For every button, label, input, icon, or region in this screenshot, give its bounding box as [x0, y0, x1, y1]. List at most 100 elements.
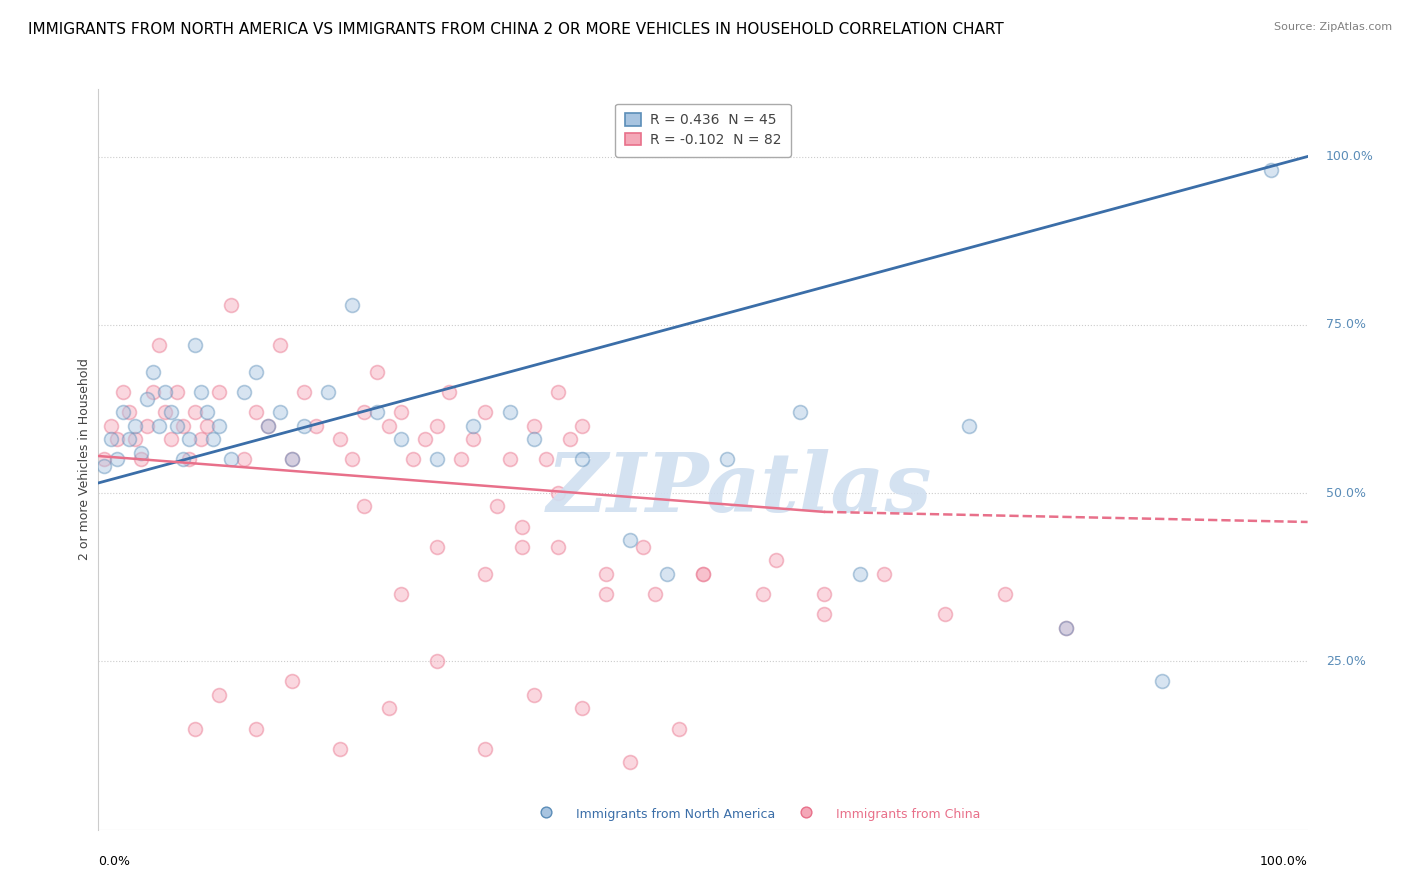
Immigrants from China — [256, 418, 278, 433]
Immigrants from China — [644, 587, 666, 601]
Immigrants from China — [342, 452, 364, 467]
Immigrants from North America — [232, 385, 254, 400]
Immigrants from North America — [292, 418, 315, 433]
Immigrants from China — [474, 566, 496, 581]
Immigrants from North America — [124, 418, 146, 433]
Text: Source: ZipAtlas.com: Source: ZipAtlas.com — [1274, 22, 1392, 32]
Immigrants from China — [510, 519, 533, 533]
Immigrants from China — [377, 418, 399, 433]
Immigrants from North America — [179, 432, 201, 446]
Immigrants from China — [179, 452, 201, 467]
Immigrants from China — [329, 741, 352, 756]
Immigrants from North America — [957, 418, 980, 433]
Immigrants from China — [166, 385, 188, 400]
Immigrants from China — [118, 405, 141, 419]
Immigrants from North America — [142, 365, 165, 379]
Immigrants from North America — [195, 405, 218, 419]
Immigrants from China — [153, 405, 176, 419]
Immigrants from China — [692, 566, 714, 581]
Immigrants from China — [389, 405, 412, 419]
Immigrants from China — [402, 452, 425, 467]
Immigrants from China — [172, 418, 194, 433]
Immigrants from China — [269, 338, 291, 352]
Immigrants from China — [366, 365, 388, 379]
Immigrants from North America — [498, 405, 520, 419]
Immigrants from China — [281, 452, 304, 467]
Immigrants from China — [510, 540, 533, 554]
Immigrants from China — [142, 385, 165, 400]
Immigrants from North America — [789, 405, 811, 419]
Point — [794, 806, 817, 821]
Y-axis label: 2 or more Vehicles in Household: 2 or more Vehicles in Household — [79, 359, 91, 560]
Immigrants from North America — [93, 459, 115, 474]
Immigrants from China — [111, 385, 134, 400]
Immigrants from North America — [100, 432, 122, 446]
Immigrants from North America — [129, 445, 152, 459]
Immigrants from North America — [716, 452, 738, 467]
Immigrants from China — [208, 385, 231, 400]
Immigrants from China — [135, 418, 157, 433]
Immigrants from China — [571, 418, 593, 433]
Legend: R = 0.436  N = 45, R = -0.102  N = 82: R = 0.436 N = 45, R = -0.102 N = 82 — [614, 103, 792, 157]
Immigrants from China — [619, 756, 641, 770]
Immigrants from China — [1054, 621, 1077, 635]
Immigrants from China — [124, 432, 146, 446]
Immigrants from North America — [1054, 621, 1077, 635]
Immigrants from China — [994, 587, 1017, 601]
Immigrants from China — [463, 432, 485, 446]
Immigrants from China — [353, 405, 375, 419]
Text: 25.0%: 25.0% — [1326, 655, 1365, 668]
Immigrants from North America — [208, 418, 231, 433]
Immigrants from China — [100, 418, 122, 433]
Immigrants from China — [353, 500, 375, 514]
Immigrants from China — [486, 500, 509, 514]
Text: 75.0%: 75.0% — [1326, 318, 1365, 331]
Immigrants from North America — [389, 432, 412, 446]
Immigrants from China — [105, 432, 128, 446]
Immigrants from China — [426, 654, 449, 668]
Text: 0.0%: 0.0% — [98, 855, 131, 869]
Immigrants from North America — [184, 338, 207, 352]
Immigrants from North America — [135, 392, 157, 406]
Immigrants from North America — [1152, 674, 1174, 689]
Text: ZIPatlas: ZIPatlas — [547, 449, 932, 529]
Immigrants from China — [389, 587, 412, 601]
Immigrants from North America — [571, 452, 593, 467]
Immigrants from China — [281, 674, 304, 689]
Immigrants from China — [329, 432, 352, 446]
Immigrants from China — [208, 688, 231, 702]
Immigrants from North America — [148, 418, 170, 433]
Immigrants from China — [631, 540, 654, 554]
Immigrants from China — [292, 385, 315, 400]
Immigrants from China — [813, 587, 835, 601]
Text: Immigrants from China: Immigrants from China — [837, 807, 980, 821]
Immigrants from China — [523, 688, 546, 702]
Immigrants from China — [571, 701, 593, 715]
Immigrants from China — [534, 452, 557, 467]
Immigrants from North America — [221, 452, 243, 467]
Immigrants from North America — [523, 432, 546, 446]
Text: IMMIGRANTS FROM NORTH AMERICA VS IMMIGRANTS FROM CHINA 2 OR MORE VEHICLES IN HOU: IMMIGRANTS FROM NORTH AMERICA VS IMMIGRA… — [28, 22, 1004, 37]
Immigrants from China — [692, 566, 714, 581]
Immigrants from North America — [366, 405, 388, 419]
Point — [534, 806, 557, 821]
Text: Immigrants from North America: Immigrants from North America — [576, 807, 775, 821]
Immigrants from North America — [118, 432, 141, 446]
Immigrants from North America — [426, 452, 449, 467]
Immigrants from China — [160, 432, 183, 446]
Immigrants from China — [190, 432, 212, 446]
Immigrants from China — [426, 540, 449, 554]
Immigrants from North America — [316, 385, 339, 400]
Immigrants from North America — [269, 405, 291, 419]
Immigrants from China — [184, 405, 207, 419]
Immigrants from China — [547, 385, 569, 400]
Immigrants from China — [595, 587, 617, 601]
Immigrants from China — [547, 486, 569, 500]
Immigrants from North America — [190, 385, 212, 400]
Immigrants from China — [232, 452, 254, 467]
Immigrants from China — [474, 741, 496, 756]
Immigrants from North America — [463, 418, 485, 433]
Immigrants from China — [595, 566, 617, 581]
Immigrants from North America — [849, 566, 872, 581]
Immigrants from China — [129, 452, 152, 467]
